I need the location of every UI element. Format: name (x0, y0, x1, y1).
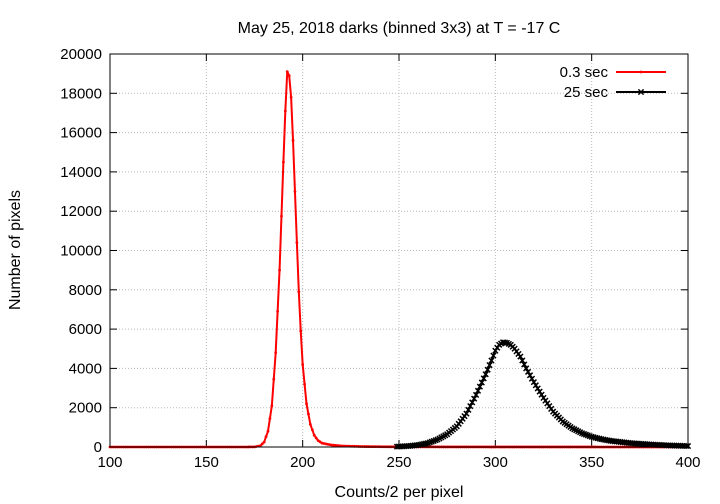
data-point (305, 402, 308, 406)
data-point (293, 190, 297, 193)
x-tick-label: 300 (483, 454, 508, 471)
data-point (480, 375, 487, 382)
data-point (282, 160, 285, 164)
data-point (291, 139, 295, 142)
data-point (285, 70, 289, 74)
data-point (523, 365, 530, 372)
data-point (534, 385, 541, 392)
data-point (488, 357, 495, 364)
data-point (260, 442, 264, 446)
data-point (532, 382, 539, 389)
data-point (472, 391, 480, 399)
plot-frame (109, 53, 689, 448)
legend-label: 25 sec (564, 84, 609, 101)
x-tick-label: 400 (675, 454, 700, 471)
x-tick-label: 200 (290, 454, 315, 471)
y-tick-label: 14000 (60, 164, 102, 181)
data-point (287, 74, 291, 78)
data-point (312, 433, 316, 437)
y-tick-label: 8000 (69, 282, 102, 299)
data-point (278, 268, 281, 272)
data-point (639, 70, 643, 74)
y-tick-label: 18000 (60, 85, 102, 102)
data-point (526, 372, 534, 379)
data-point (268, 417, 272, 420)
y-tick-label: 4000 (69, 360, 102, 377)
data-point (280, 214, 283, 218)
data-point (303, 382, 306, 386)
data-point (274, 351, 278, 355)
data-point (283, 109, 287, 113)
series-layer (108, 70, 692, 450)
data-point (276, 310, 280, 313)
data-point (478, 379, 485, 386)
y-tick-label: 6000 (69, 321, 102, 338)
series-0-3-sec (108, 70, 690, 449)
grid (110, 54, 688, 447)
data-point (521, 361, 528, 368)
x-tick-label: 150 (194, 454, 219, 471)
y-tick-label: 10000 (60, 243, 102, 260)
data-point (476, 383, 484, 390)
data-point (536, 388, 543, 395)
data-point (524, 368, 532, 375)
x-tick-label: 350 (579, 454, 604, 471)
data-point (295, 241, 299, 245)
x-axis-ticks: 100 150 200 250 300 350 400 (97, 54, 701, 471)
data-point (299, 329, 303, 333)
data-point (314, 436, 318, 440)
data-point (310, 428, 314, 432)
data-point (465, 406, 472, 413)
data-point (270, 404, 274, 408)
data-point (467, 402, 474, 410)
data-point (482, 371, 489, 378)
data-point (517, 353, 524, 360)
series-25-sec (393, 339, 692, 450)
data-point (297, 290, 301, 294)
data-point (307, 412, 310, 416)
x-tick-label: 250 (386, 454, 411, 471)
data-point (538, 391, 545, 398)
data-point (490, 352, 497, 359)
data-point (264, 435, 268, 439)
data-point (530, 379, 537, 386)
data-point (289, 95, 293, 99)
y-axis-label: Number of pixels (7, 190, 24, 310)
data-point (301, 363, 305, 366)
data-point (484, 366, 491, 373)
legend-label: 0.3 sec (560, 64, 609, 81)
x-axis-label: Counts/2 per pixel (335, 484, 464, 501)
data-point (474, 387, 482, 394)
y-tick-label: 16000 (60, 125, 102, 142)
data-point (272, 377, 276, 381)
y-tick-label: 2000 (69, 400, 102, 417)
data-point (637, 88, 645, 96)
data-point (471, 395, 478, 402)
x-tick-label: 100 (97, 454, 122, 471)
data-point (469, 399, 476, 406)
data-point (486, 361, 493, 369)
data-point (519, 357, 526, 364)
y-tick-label: 0 (94, 439, 102, 456)
data-point (463, 410, 470, 417)
data-point (266, 429, 270, 433)
y-tick-label: 12000 (60, 203, 102, 220)
legend: 0.3 sec 25 sec (560, 64, 666, 101)
y-axis-ticks: 0 2000 4000 6000 8000 10000 12000 14000 16000 180… (60, 46, 688, 456)
y-tick-label: 20000 (60, 46, 102, 63)
chart-title: May 25, 2018 darks (binned 3x3) at T = -… (238, 20, 561, 37)
data-point (308, 423, 312, 426)
data-point (528, 375, 536, 382)
data-point (262, 440, 266, 444)
